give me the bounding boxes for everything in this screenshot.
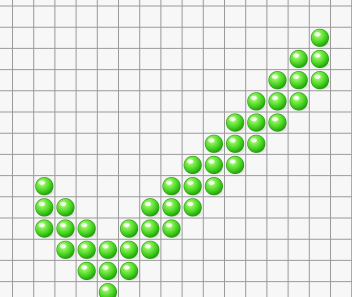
ball-highlight	[229, 117, 235, 121]
ball-highlight	[251, 117, 257, 121]
ball-highlight	[39, 223, 45, 227]
ball-highlight	[102, 287, 108, 291]
ball-highlight	[187, 159, 193, 163]
green-ball	[205, 156, 223, 174]
ball-highlight	[123, 223, 129, 227]
ball-highlight	[60, 202, 66, 206]
ball-highlight	[145, 202, 151, 206]
ball-highlight	[293, 53, 299, 57]
green-ball	[311, 71, 329, 89]
green-ball	[78, 220, 96, 238]
ball-highlight	[166, 223, 172, 227]
green-ball	[142, 241, 160, 259]
ball-highlight	[314, 32, 320, 36]
ball-highlight	[314, 75, 320, 79]
ball-highlight	[272, 117, 278, 121]
ball-highlight	[251, 96, 257, 100]
green-ball	[247, 135, 265, 153]
green-ball	[57, 241, 75, 259]
green-ball	[184, 177, 202, 195]
ball-highlight	[60, 223, 66, 227]
green-ball	[269, 114, 287, 132]
ball-highlight	[314, 53, 320, 57]
ball-highlight	[81, 265, 87, 269]
ball-highlight	[39, 181, 45, 185]
green-ball	[163, 199, 181, 217]
ball-highlight	[166, 181, 172, 185]
ball-highlight	[123, 244, 129, 248]
green-ball	[163, 177, 181, 195]
ball-highlight	[208, 181, 214, 185]
green-ball	[99, 241, 117, 259]
green-ball	[36, 199, 54, 217]
green-ball	[120, 241, 138, 259]
ball-highlight	[102, 265, 108, 269]
green-ball	[36, 220, 54, 238]
green-ball	[205, 135, 223, 153]
ball-highlight	[39, 202, 45, 206]
ball-highlight	[123, 265, 129, 269]
ball-highlight	[272, 75, 278, 79]
green-ball	[269, 71, 287, 89]
ball-highlight	[145, 244, 151, 248]
green-ball	[184, 199, 202, 217]
ball-highlight	[81, 223, 87, 227]
green-ball	[269, 93, 287, 111]
green-ball	[142, 220, 160, 238]
ball-highlight	[293, 96, 299, 100]
ball-highlight	[251, 138, 257, 142]
ball-highlight	[272, 96, 278, 100]
green-ball	[99, 262, 117, 280]
ball-highlight	[187, 181, 193, 185]
green-ball	[57, 220, 75, 238]
ball-highlight	[60, 244, 66, 248]
green-ball	[142, 199, 160, 217]
background	[0, 0, 352, 297]
ball-highlight	[229, 138, 235, 142]
ball-highlight	[102, 244, 108, 248]
green-ball	[311, 50, 329, 68]
green-ball	[311, 29, 329, 47]
green-ball	[247, 114, 265, 132]
green-ball	[36, 177, 54, 195]
green-ball	[290, 50, 308, 68]
ball-highlight	[208, 138, 214, 142]
ball-highlight	[81, 244, 87, 248]
green-ball	[247, 93, 265, 111]
green-ball	[226, 114, 244, 132]
green-ball	[120, 262, 138, 280]
ball-highlight	[208, 159, 214, 163]
green-ball	[226, 135, 244, 153]
checkmark-illustration	[0, 0, 352, 297]
ball-highlight	[145, 223, 151, 227]
green-ball	[290, 71, 308, 89]
green-ball	[290, 93, 308, 111]
green-ball	[120, 220, 138, 238]
green-ball	[226, 156, 244, 174]
green-ball	[163, 220, 181, 238]
green-ball	[57, 199, 75, 217]
green-ball	[184, 156, 202, 174]
page: (() => { JSON.parse(document.getElementB…	[0, 0, 352, 297]
ball-highlight	[229, 159, 235, 163]
green-ball	[78, 262, 96, 280]
ball-highlight	[187, 202, 193, 206]
ball-highlight	[166, 202, 172, 206]
green-ball	[205, 177, 223, 195]
green-ball	[78, 241, 96, 259]
ball-highlight	[293, 75, 299, 79]
